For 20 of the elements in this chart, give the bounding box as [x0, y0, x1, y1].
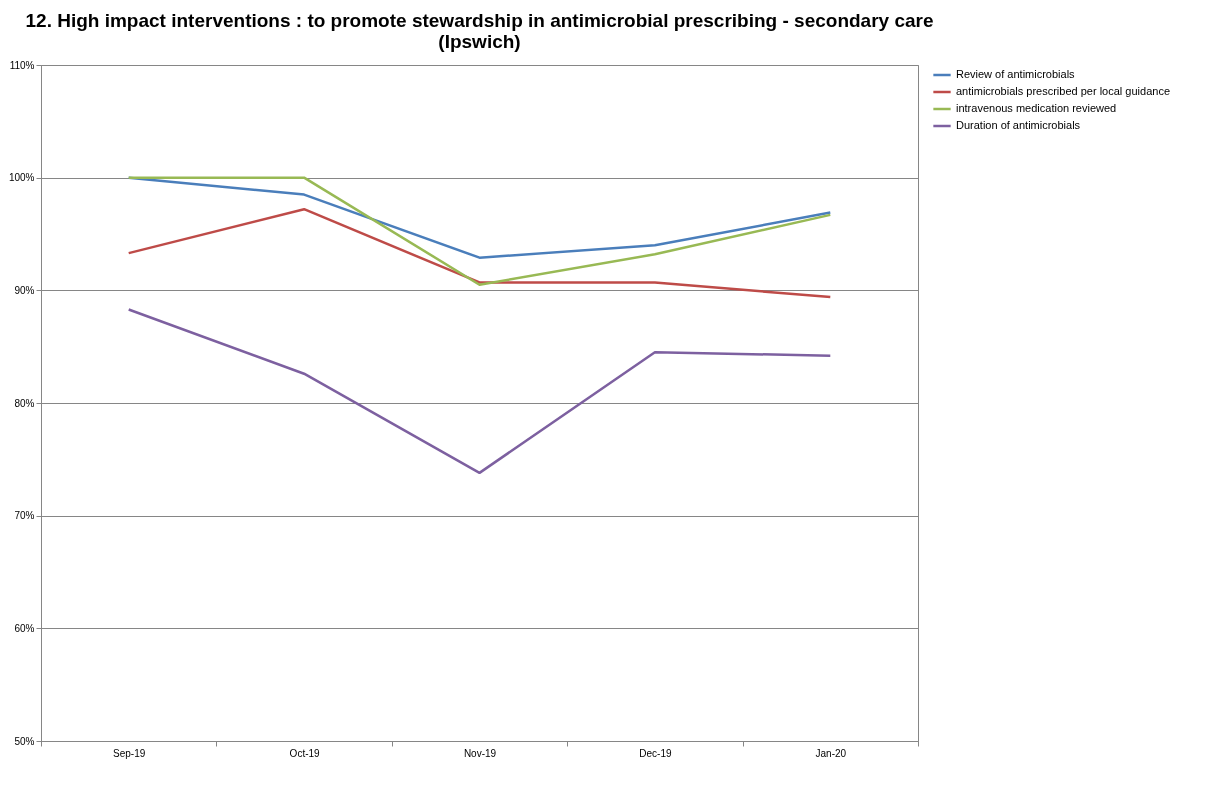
x-tick-label: Dec-19: [639, 747, 672, 759]
y-tick-label: 50%: [14, 735, 35, 747]
legend-label: Duration of antimicrobials: [956, 119, 1081, 131]
chart-title: 12. High impact interventions : to promote stewardship in antimicrobial prescribing - secondary care (Ipswich): [25, 10, 934, 52]
y-tick-label: 100%: [8, 172, 35, 184]
y-tick-label: 60%: [14, 622, 35, 634]
line-series: [127, 308, 832, 475]
legend-label: intravenous medication reviewed: [956, 102, 1117, 114]
y-tick-label: 80%: [14, 397, 35, 409]
x-tick-label: Nov-19: [463, 747, 497, 759]
line-series: [127, 176, 832, 286]
legend-label: antimicrobials prescribed per local guidance: [956, 85, 1171, 97]
x-tick-label: Oct-19: [289, 747, 321, 759]
legend-label: Review of antimicrobials: [956, 68, 1076, 80]
y-tick-label: 90%: [14, 284, 35, 296]
line-series: [127, 207, 832, 299]
y-tick-label: 110%: [9, 59, 35, 71]
x-tick-label: Sep-19: [113, 747, 146, 759]
y-tick-label: 70%: [14, 510, 35, 522]
x-tick-label: Jan-20: [815, 747, 847, 759]
